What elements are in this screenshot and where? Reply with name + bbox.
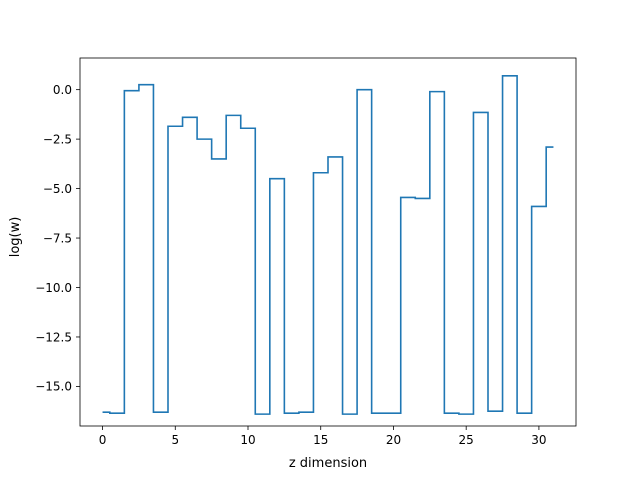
x-tick-label: 20 [386, 433, 401, 447]
plot-frame [79, 57, 577, 427]
x-tick-label: 5 [171, 433, 179, 447]
y-tick-label: −5.0 [43, 182, 72, 196]
axes-layer: 0 5 10 15 20 25 30 0.0 −2.5 −5.0 −7.5 −10.0 −12.5 −15… [35, 57, 577, 447]
series-layer [102, 75, 554, 415]
y-axis-label: log(w) [8, 217, 23, 258]
series-line-1 [102, 75, 554, 415]
y-tick-label: −10.0 [35, 281, 72, 295]
y-tick-label: 0.0 [53, 83, 72, 97]
x-tick-label: 0 [99, 433, 107, 447]
y-tick-label: −7.5 [43, 231, 72, 245]
x-tick-label: 25 [459, 433, 474, 447]
y-tick-label: −2.5 [43, 132, 72, 146]
x-tick-label: 10 [240, 433, 255, 447]
x-axis-label: z dimension [289, 456, 367, 471]
y-tick-label: −15.0 [35, 380, 72, 394]
x-tick-label: 15 [313, 433, 328, 447]
x-tick-label: 30 [531, 433, 546, 447]
y-tick-label: −12.5 [35, 330, 72, 344]
